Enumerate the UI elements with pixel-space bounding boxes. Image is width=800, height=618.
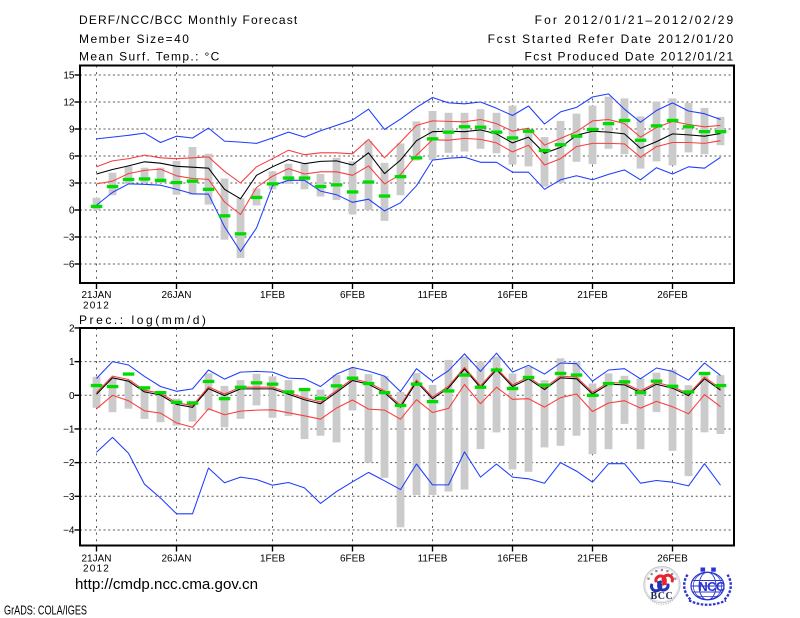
svg-text:Fcst Produced Date 2012/01/21: Fcst Produced Date 2012/01/21 [525, 50, 735, 64]
svg-text:6FEB: 6FEB [340, 554, 365, 565]
svg-text:BCC: BCC [650, 591, 673, 602]
svg-text:Fcst Started Refer Date 2012/0: Fcst Started Refer Date 2012/01/20 [488, 32, 735, 46]
svg-text:2: 2 [69, 323, 75, 334]
svg-text:NCC: NCC [698, 579, 726, 594]
svg-text:6FEB: 6FEB [340, 290, 365, 301]
svg-text:11FEB: 11FEB [418, 554, 448, 565]
svg-text:11FEB: 11FEB [418, 290, 448, 301]
svg-text:21JAN: 21JAN [81, 290, 111, 301]
svg-text:http://cmdp.ncc.cma.gov.cn: http://cmdp.ncc.cma.gov.cn [75, 577, 258, 593]
svg-text:−3: −3 [63, 492, 75, 503]
svg-text:15: 15 [63, 71, 75, 82]
svg-text:21FEB: 21FEB [577, 290, 608, 301]
svg-text:21JAN: 21JAN [81, 554, 111, 565]
svg-text:26JAN: 26JAN [161, 554, 191, 565]
svg-text:9: 9 [69, 125, 75, 136]
svg-text:3: 3 [69, 179, 75, 190]
svg-text:−2: −2 [63, 458, 75, 469]
svg-text:0: 0 [69, 206, 75, 217]
svg-text:1FEB: 1FEB [260, 554, 285, 565]
svg-text:16FEB: 16FEB [497, 554, 528, 565]
svg-text:−6: −6 [63, 260, 75, 271]
svg-text:For 2012/01/21–2012/02/29: For 2012/01/21–2012/02/29 [535, 13, 736, 27]
svg-text:Mean Surf. Temp.: °C: Mean Surf. Temp.: °C [79, 50, 221, 64]
svg-text:2012: 2012 [83, 301, 110, 312]
svg-text:26FEB: 26FEB [657, 554, 688, 565]
svg-text:16FEB: 16FEB [497, 290, 528, 301]
svg-text:Member Size=40: Member Size=40 [79, 32, 190, 46]
svg-text:21FEB: 21FEB [577, 554, 608, 565]
svg-text:GrADS: COLA/IGES: GrADS: COLA/IGES [4, 603, 87, 618]
svg-text:−4: −4 [63, 525, 75, 536]
svg-text:0: 0 [69, 391, 75, 402]
svg-text:1: 1 [69, 357, 75, 368]
svg-text:Prec.: log(mm/d): Prec.: log(mm/d) [79, 313, 208, 327]
svg-text:DERF/NCC/BCC Monthly Forecast: DERF/NCC/BCC Monthly Forecast [79, 13, 298, 27]
svg-text:26JAN: 26JAN [161, 290, 191, 301]
svg-text:−3: −3 [63, 233, 75, 244]
svg-text:6: 6 [69, 152, 75, 163]
svg-text:2012: 2012 [83, 564, 110, 575]
svg-text:26FEB: 26FEB [657, 290, 688, 301]
svg-text:12: 12 [63, 98, 75, 109]
svg-text:1FEB: 1FEB [260, 290, 285, 301]
svg-text:−1: −1 [63, 424, 75, 435]
